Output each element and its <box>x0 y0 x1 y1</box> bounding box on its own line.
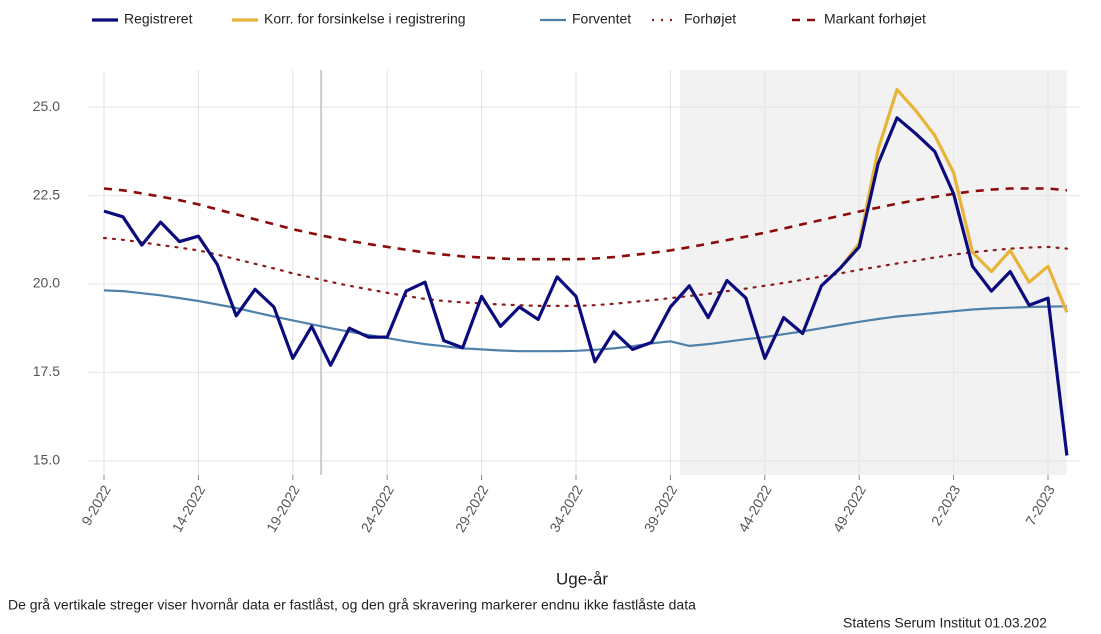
legend-label: Markant forhøjet <box>824 11 926 27</box>
legend-label: Forhøjet <box>684 11 736 27</box>
y-tick-label: 20.0 <box>33 275 60 291</box>
x-tick-label: 14-2022 <box>169 482 209 535</box>
legend-label: Registreret <box>124 11 193 27</box>
series-line <box>839 87 1069 313</box>
legend-item: Korr. for forsinkelse i registrering <box>232 11 466 27</box>
y-tick-label: 22.5 <box>33 186 60 202</box>
legend-item: Forhøjet <box>652 11 736 27</box>
x-tick-label: 39-2022 <box>641 482 681 535</box>
x-tick-label: 44-2022 <box>735 482 775 535</box>
x-tick-label: 7-2023 <box>1022 482 1058 528</box>
source: Statens Serum Institut 01.03.202 <box>843 615 1047 631</box>
legend-label: Forventet <box>572 11 631 27</box>
x-tick-label: 34-2022 <box>546 482 586 535</box>
x-axis-label: Uge-år <box>556 569 608 588</box>
legend-label: Korr. for forsinkelse i registrering <box>264 11 466 27</box>
y-tick-label: 25.0 <box>33 98 60 114</box>
x-tick-label: 2-2023 <box>928 482 964 528</box>
unlocked-shade <box>679 70 1067 475</box>
caption: De grå vertikale streger viser hvornår d… <box>8 597 696 613</box>
legend-item: Registreret <box>92 11 193 27</box>
x-tick-label: 24-2022 <box>357 482 397 535</box>
y-tick-label: 15.0 <box>33 452 60 468</box>
series-line <box>103 289 1067 353</box>
y-tick-label: 17.5 <box>33 363 60 379</box>
series-line <box>102 236 1068 307</box>
series-line <box>103 116 1069 456</box>
x-tick-label: 19-2022 <box>263 482 303 535</box>
legend-item: Markant forhøjet <box>792 11 926 27</box>
x-tick-label: 29-2022 <box>452 482 492 535</box>
legend-item: Forventet <box>540 11 631 27</box>
x-tick-label: 9-2022 <box>78 482 114 528</box>
series-line <box>103 187 1068 261</box>
x-tick-label: 49-2022 <box>829 482 869 535</box>
